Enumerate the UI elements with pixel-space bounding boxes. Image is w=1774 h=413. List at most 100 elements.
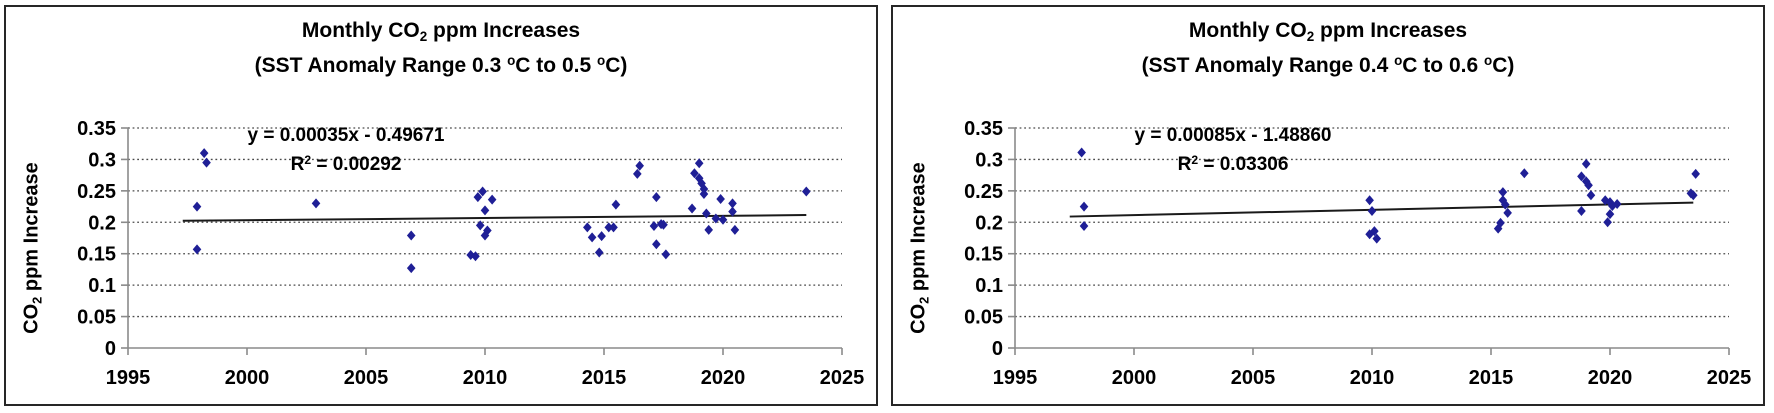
y-tick-label: 0.25 [964,181,1003,203]
data-point [483,225,492,236]
data-point [611,199,621,210]
data-point [687,203,697,214]
title-text-end: ppm Increases [1314,19,1468,42]
x-tick-label: 2010 [463,367,508,389]
equation-line: y = 0.00035x - 0.49671 [247,125,445,146]
data-point [728,198,737,209]
data-point [661,249,671,260]
y-tick-label: 0.3 [975,149,1003,171]
y-tick-label: 0.05 [77,307,116,329]
data-point [311,198,321,209]
data-point [1079,201,1089,212]
chart-subtitle: (SST Anomaly Range 0.3 oC to 0.5 oC) [254,53,628,77]
data-point [471,251,480,262]
y-tick-label: 0.1 [88,275,116,297]
data-point [652,239,661,250]
data-point [480,205,490,216]
x-tick-label: 2000 [1112,367,1157,389]
data-point [728,206,737,217]
r-squared-line: R2 = 0.03306 [1177,152,1289,175]
y-tick-label: 0 [992,338,1003,360]
data-point [609,222,618,233]
scatter-plot: 0 0.05 0.1 0.15 0.2 0.25 0.3 0.35 1995 2000 2005 20… [77,118,865,389]
y-tick-label: 0.3 [88,149,116,171]
data-point [702,208,711,219]
x-tick-label: 2020 [701,367,746,389]
degree-superscript: o [596,53,606,69]
data-point [1605,209,1615,220]
data-point [406,263,416,274]
data-point [659,219,668,230]
data-point [716,194,725,205]
data-point [1605,197,1615,208]
trendline-equation: y = 0.00085x - 1.48860 R2 = 0.03306 [1038,121,1428,181]
trendline [1069,201,1694,218]
data-point [652,192,661,203]
data-point [1372,233,1382,244]
data-point [478,186,487,197]
data-point [633,168,642,179]
data-point [694,158,704,169]
y-tick-label: 0.2 [975,212,1003,234]
title-text-end: ppm Increases [427,19,581,42]
data-point [1503,207,1512,218]
r-squared-line: R2 = 0.00292 [290,152,402,175]
data-point [406,230,416,241]
x-tick-label: 2005 [344,367,389,389]
y-tick-label: 0.25 [77,181,116,203]
data-point [1691,168,1700,179]
x-tick-label: 2025 [1707,367,1752,389]
title-text: Monthly CO [1188,19,1307,42]
data-point [1577,171,1586,182]
chart-title: Monthly CO2 ppm Increases [6,19,876,45]
data-point [730,224,740,235]
chart-subtitle: (SST Anomaly Range 0.4 oC to 0.6 oC) [1141,53,1515,77]
data-point [604,222,614,233]
trendline [182,214,807,222]
data-point [1603,217,1612,228]
degree-superscript: o [1483,53,1493,69]
x-tick-label: 2015 [1469,367,1514,389]
title-text: Monthly CO [301,19,420,42]
y-tick-label: 0.05 [964,307,1003,329]
data-point [594,247,604,258]
data-point [704,224,714,235]
trendline-equation: y = 0.00035x - 0.49671 R2 = 0.00292 [151,121,541,181]
x-tick-label: 2020 [1588,367,1633,389]
data-point [1365,229,1374,240]
x-tick-label: 2005 [1231,367,1276,389]
plot-region: CO2 ppm Increase 0 0.05 0.1 0.15 0.2 0.25 0.3 0… [6,91,876,404]
data-point [649,221,659,232]
x-tick-label: 2010 [1350,367,1395,389]
chart-panel-right: Monthly CO2 ppm Increases (SST Anomaly R… [891,5,1765,406]
data-point [473,192,483,203]
data-point [1365,195,1374,206]
y-tick-label: 0.35 [77,118,116,140]
data-point [1520,168,1529,179]
data-point [1584,180,1593,191]
data-point [1496,217,1505,228]
data-point [202,157,211,168]
chart-panel-left: Monthly CO2 ppm Increases (SST Anomaly R… [4,5,878,406]
data-point [1500,199,1510,210]
x-tick-label: 2025 [820,367,865,389]
data-point [690,168,699,179]
data-point [1577,205,1586,216]
data-point [1586,190,1596,201]
data-point [1689,190,1698,201]
data-point [802,186,811,197]
y-tick-label: 0.35 [964,118,1003,140]
data-point [699,183,709,194]
data-point [718,214,728,225]
data-point [635,160,644,171]
title-subscript: 2 [419,28,428,44]
y-tick-label: 0.2 [88,212,116,234]
data-point [583,222,592,233]
y-tick-label: 0 [105,338,116,360]
data-point [487,194,497,205]
data-point [475,220,485,231]
x-tick-label: 2000 [225,367,270,389]
x-tick-label: 1995 [106,367,151,389]
title-subscript: 2 [1306,28,1315,44]
